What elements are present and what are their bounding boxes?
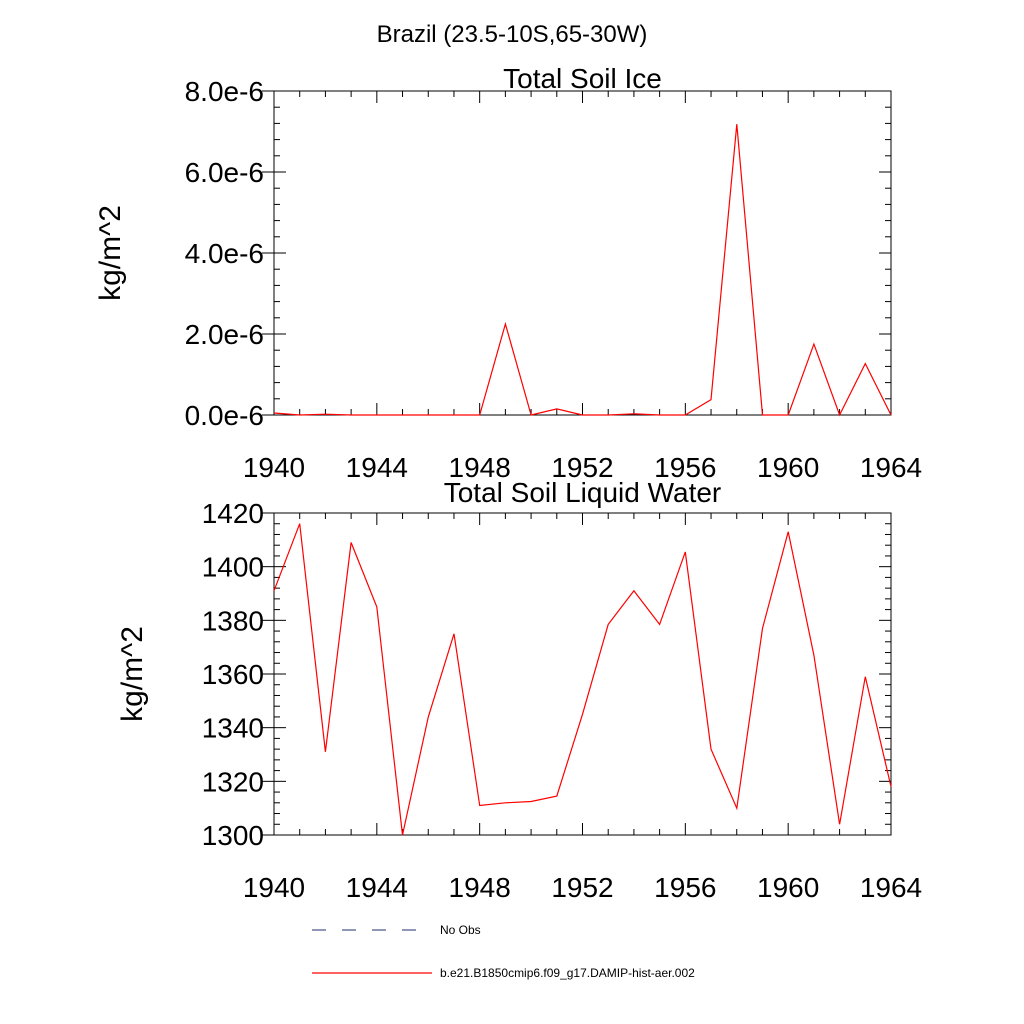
legend-label-no-obs: No Obs xyxy=(440,923,481,937)
x-tick-label: 1952 xyxy=(551,872,613,903)
panel-total-soil-ice: Total Soil Ice 1940 1944 1948 1952 1956 1960 19… xyxy=(94,63,922,483)
x-tick-label: 1956 xyxy=(654,872,716,903)
legend-entry-model: b.e21.B1850cmip6.f09_g17.DAMIP-hist-aer.… xyxy=(312,966,695,980)
x-tick-label: 1940 xyxy=(243,872,305,903)
x-tick-label: 1960 xyxy=(757,452,819,483)
series-line xyxy=(273,523,892,836)
y-tick-label: 1400 xyxy=(202,552,264,583)
x-tick-label: 1952 xyxy=(551,452,613,483)
legend: No Obs b.e21.B1850cmip6.f09_g17.DAMIP-hi… xyxy=(312,923,695,980)
chart-title: Total Soil Ice xyxy=(503,63,662,94)
y-tick-label: 2.0e-6 xyxy=(185,319,264,350)
x-tick-label: 1964 xyxy=(860,872,922,903)
y-tick-label: 1380 xyxy=(202,605,264,636)
x-tick-label: 1944 xyxy=(346,452,408,483)
y-tick-label: 1300 xyxy=(202,820,264,851)
panel-total-soil-liquid-water: Total Soil Liquid Water 1940 1944 1948 1952 1… xyxy=(116,477,922,903)
y-tick-label: 0.0e-6 xyxy=(185,400,264,431)
x-tick-label: 1948 xyxy=(449,452,511,483)
y-tick-label: 4.0e-6 xyxy=(185,238,264,269)
x-tick-label: 1960 xyxy=(757,872,819,903)
y-tick-label: 1340 xyxy=(202,713,264,744)
legend-entry-no-obs: No Obs xyxy=(312,923,481,937)
x-tick-label: 1956 xyxy=(654,452,716,483)
y-tick-label: 1320 xyxy=(202,766,264,797)
plot-frame xyxy=(273,90,892,416)
plot-frame xyxy=(273,512,892,836)
x-tick-label: 1948 xyxy=(449,872,511,903)
y-tick-label: 1420 xyxy=(202,498,264,529)
x-tick-label: 1964 xyxy=(860,452,922,483)
x-tick-label: 1940 xyxy=(243,452,305,483)
chart-title: Total Soil Liquid Water xyxy=(444,477,722,508)
y-tick-label: 1360 xyxy=(202,659,264,690)
figure-suptitle: Brazil (23.5-10S,65-30W) xyxy=(377,21,648,48)
y-tick-label: 8.0e-6 xyxy=(185,76,264,107)
y-axis-label: kg/m^2 xyxy=(116,626,149,722)
y-tick-label: 6.0e-6 xyxy=(185,157,264,188)
legend-label-model: b.e21.B1850cmip6.f09_g17.DAMIP-hist-aer.… xyxy=(440,966,695,980)
y-axis-label: kg/m^2 xyxy=(94,205,127,301)
x-tick-label: 1944 xyxy=(346,872,408,903)
series-line xyxy=(273,124,892,417)
